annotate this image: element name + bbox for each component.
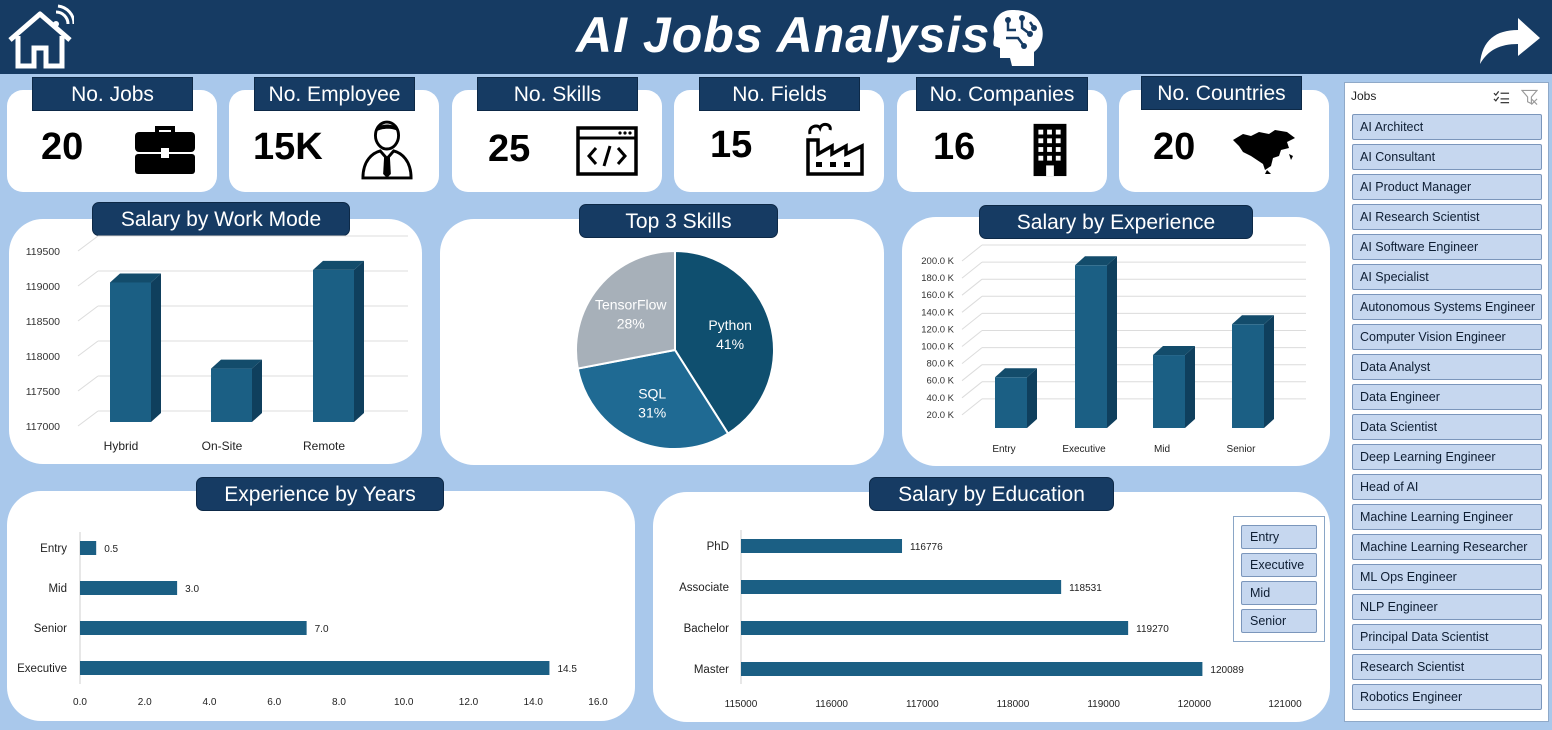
- clear-filter-icon[interactable]: [1521, 89, 1538, 105]
- education-legend: Entry Executive Mid Senior: [1233, 516, 1325, 642]
- kpi-value: 15K: [253, 126, 323, 168]
- kpi-value: 20: [41, 126, 84, 168]
- kpi-value: 25: [488, 128, 531, 170]
- share-arrow-icon[interactable]: [1476, 10, 1542, 66]
- slicer-item[interactable]: Head of AI: [1352, 474, 1542, 500]
- slicer-item[interactable]: AI Research Scientist: [1352, 204, 1542, 230]
- kpi-value: 20: [1153, 126, 1196, 168]
- chart-card-skills: [440, 219, 884, 465]
- ai-brain-icon: [993, 10, 1043, 66]
- slicer-item[interactable]: ML Ops Engineer: [1352, 564, 1542, 590]
- chart-card-experience-years: [7, 491, 635, 721]
- slicer-item[interactable]: Machine Learning Researcher: [1352, 534, 1542, 560]
- home-icon[interactable]: [6, 4, 74, 70]
- factory-icon: [806, 122, 864, 176]
- kpi-label-fields: No. Fields: [699, 77, 860, 111]
- kpi-label-jobs: No. Jobs: [32, 77, 193, 111]
- slicer-item[interactable]: AI Software Engineer: [1352, 234, 1542, 260]
- chart-title-education: Salary by Education: [869, 477, 1114, 511]
- slicer-item[interactable]: Principal Data Scientist: [1352, 624, 1542, 650]
- slicer-header: Jobs: [1351, 89, 1541, 109]
- slicer-item[interactable]: Machine Learning Engineer: [1352, 504, 1542, 530]
- code-icon: [576, 126, 638, 176]
- legend-item-entry[interactable]: Entry: [1241, 525, 1317, 549]
- slicer-item[interactable]: Deep Learning Engineer: [1352, 444, 1542, 470]
- slicer-item[interactable]: Robotics Engineer: [1352, 684, 1542, 710]
- chart-card-work-mode: [9, 219, 422, 464]
- chart-title-experience-years: Experience by Years: [196, 477, 444, 511]
- slicer-item[interactable]: AI Specialist: [1352, 264, 1542, 290]
- slicer-item[interactable]: Autonomous Systems Engineer: [1352, 294, 1542, 320]
- chart-card-experience-salary: [902, 217, 1330, 466]
- slicer-item[interactable]: Computer Vision Engineer: [1352, 324, 1542, 350]
- slicer-item[interactable]: Research Scientist: [1352, 654, 1542, 680]
- legend-item-senior[interactable]: Senior: [1241, 609, 1317, 633]
- slicer-item[interactable]: AI Consultant: [1352, 144, 1542, 170]
- kpi-label-companies: No. Companies: [916, 77, 1088, 111]
- slicer-item[interactable]: AI Product Manager: [1352, 174, 1542, 200]
- kpi-label-employee: No. Employee: [254, 77, 415, 111]
- legend-item-executive[interactable]: Executive: [1241, 553, 1317, 577]
- chart-title-experience-salary: Salary by Experience: [979, 205, 1253, 239]
- kpi-value: 15: [710, 124, 753, 166]
- legend-item-mid[interactable]: Mid: [1241, 581, 1317, 605]
- slicer-title: Jobs: [1351, 89, 1377, 103]
- building-icon: [1033, 123, 1067, 177]
- employee-icon: [361, 120, 413, 180]
- multi-select-icon[interactable]: [1493, 89, 1510, 105]
- slicer-item[interactable]: Data Engineer: [1352, 384, 1542, 410]
- slicer-item[interactable]: Data Analyst: [1352, 354, 1542, 380]
- chart-title-work-mode: Salary by Work Mode: [92, 202, 350, 236]
- jobs-slicer: Jobs AI Architect AI Consultant AI Product…: [1344, 82, 1549, 722]
- header-bar: AI Jobs Analysis: [0, 0, 1552, 74]
- page-title: AI Jobs Analysis: [576, 7, 991, 63]
- chart-card-education: [653, 492, 1330, 722]
- slicer-item[interactable]: Data Scientist: [1352, 414, 1542, 440]
- kpi-label-skills: No. Skills: [477, 77, 638, 111]
- kpi-label-countries: No. Countries: [1141, 76, 1302, 110]
- kpi-value: 16: [933, 126, 976, 168]
- slicer-item[interactable]: NLP Engineer: [1352, 594, 1542, 620]
- slicer-item[interactable]: AI Architect: [1352, 114, 1542, 140]
- briefcase-icon: [135, 126, 195, 174]
- map-icon: [1233, 130, 1295, 174]
- chart-title-skills: Top 3 Skills: [579, 204, 778, 238]
